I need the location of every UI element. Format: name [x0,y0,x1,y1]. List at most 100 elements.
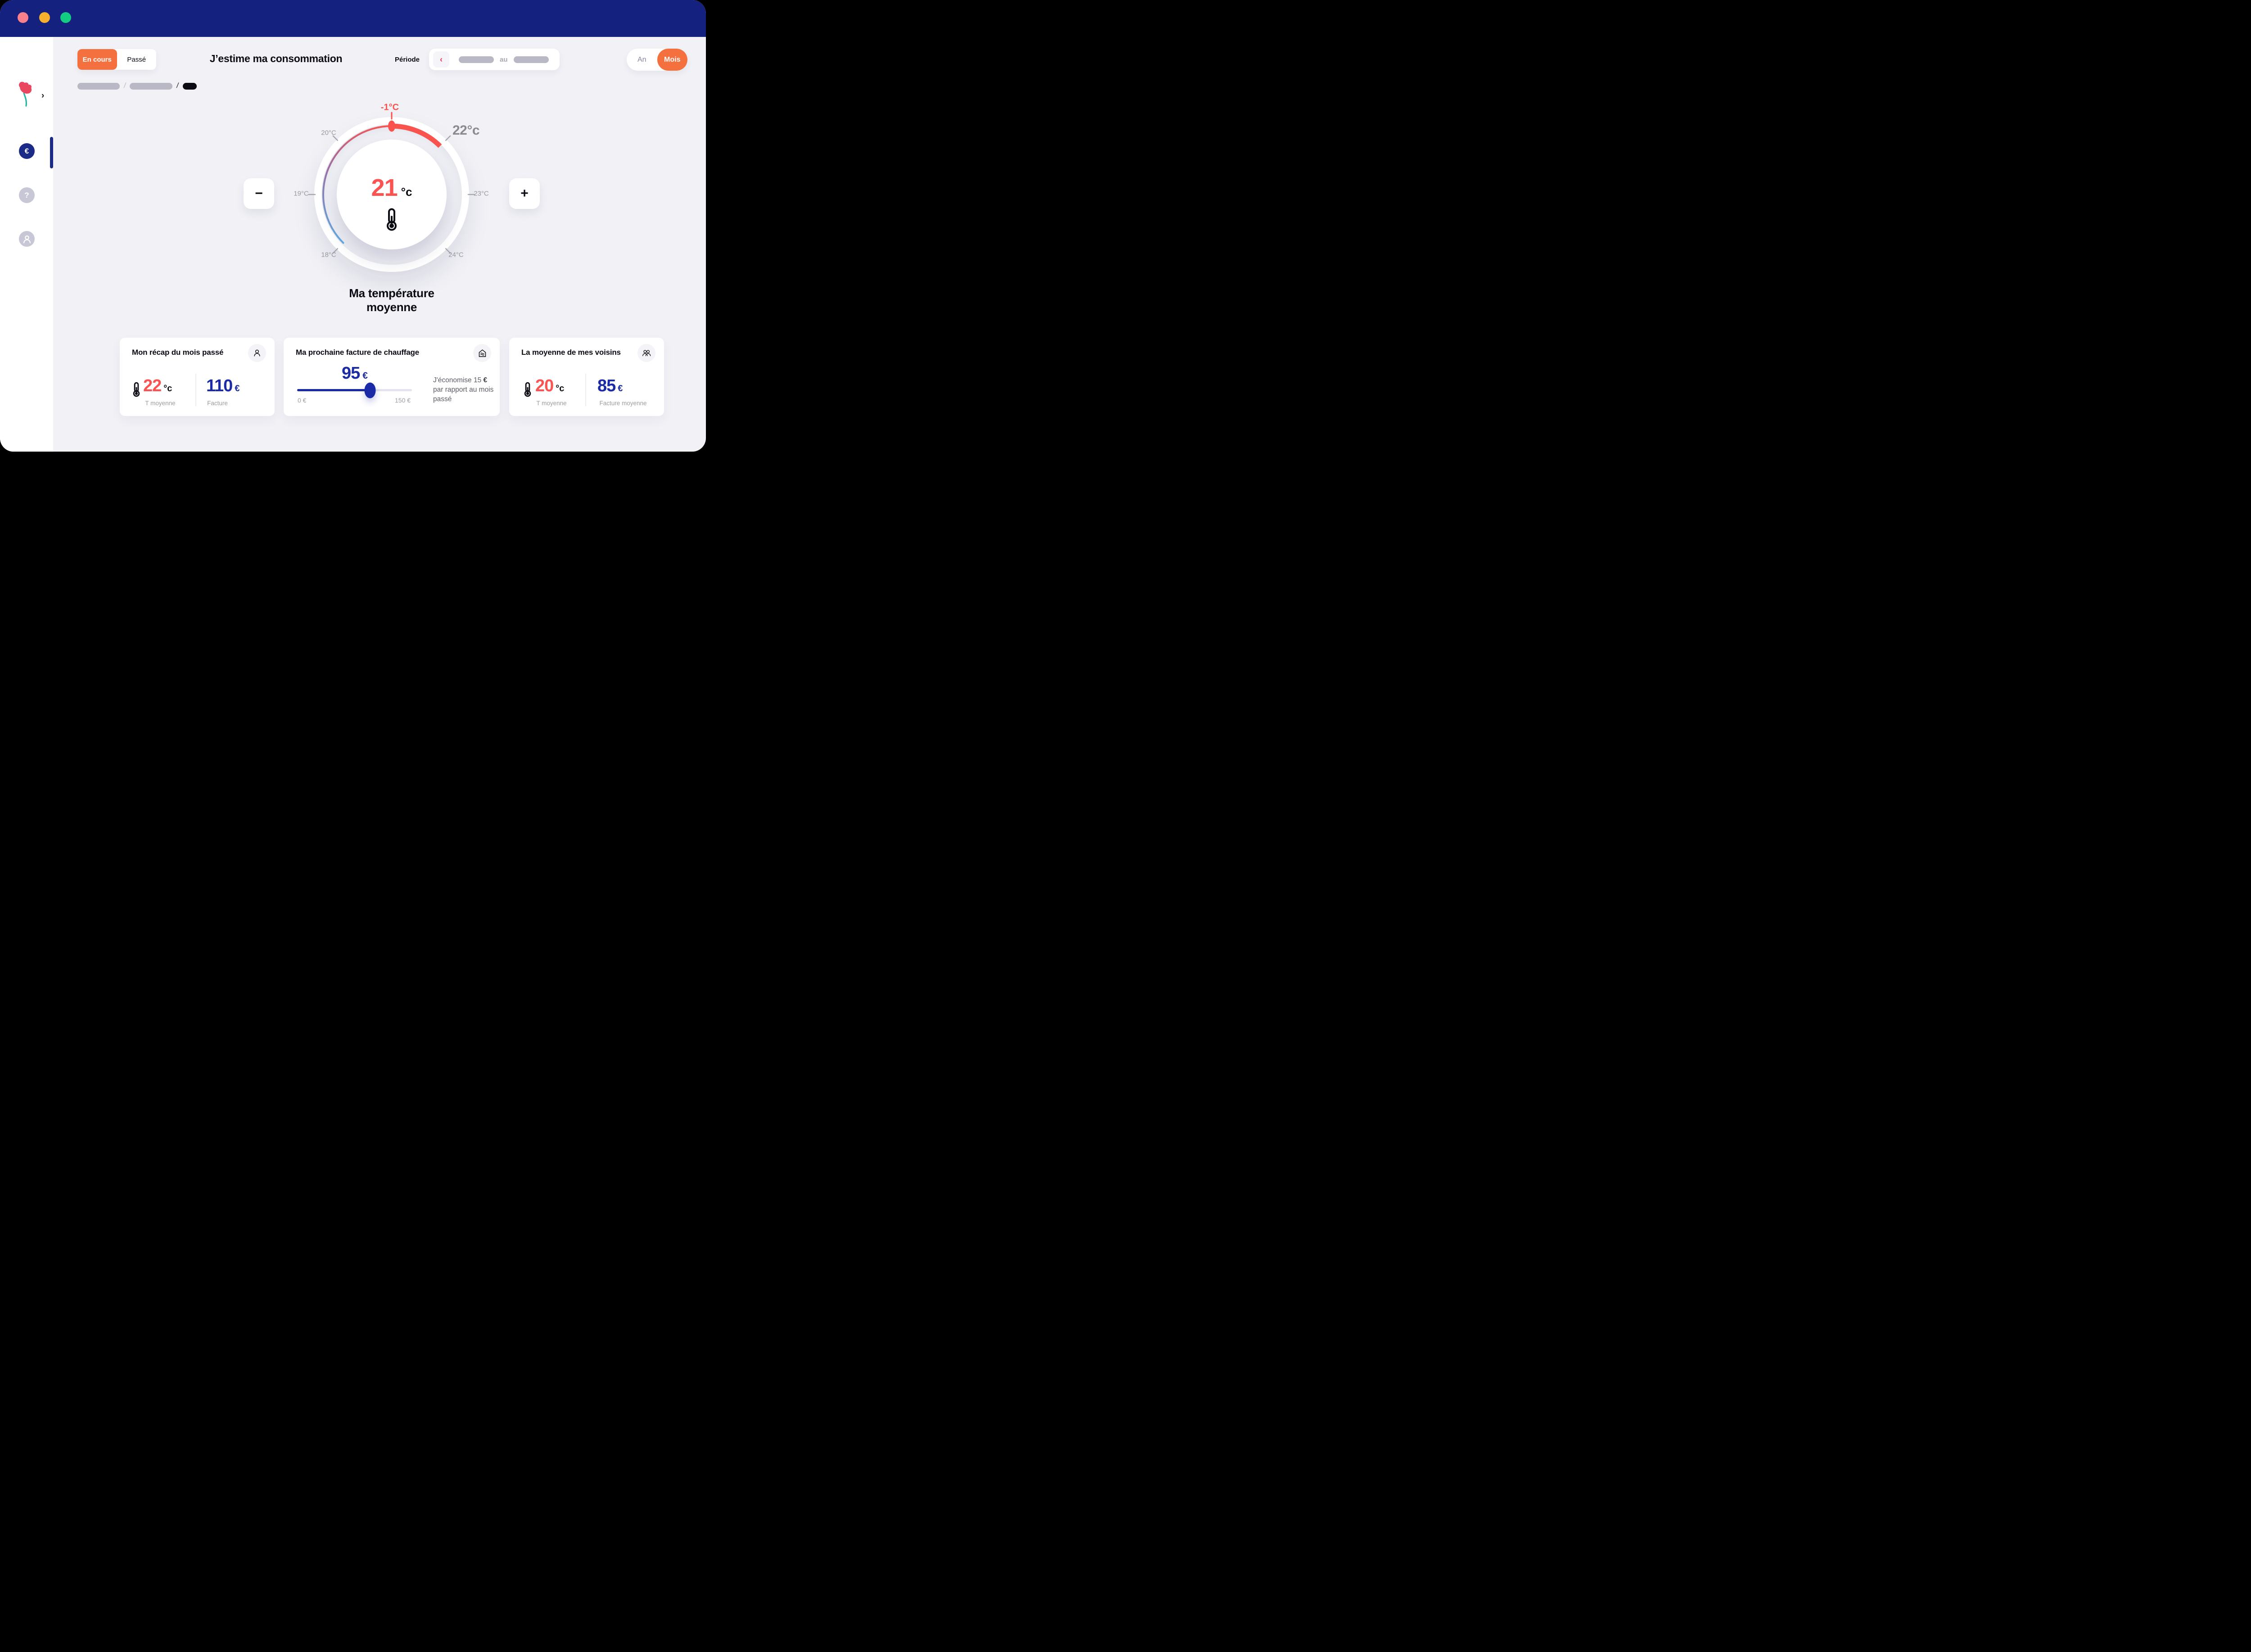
euro-icon: € [362,371,368,381]
neighbors-card: La moyenne de mes voisins 20 °c T moyenn… [509,338,664,416]
thermometer-icon [524,380,532,401]
tab-passe[interactable]: Passé [127,55,146,63]
chevron-left-icon: ‹ [440,54,443,64]
next-bill-amount: 95 € [342,364,368,383]
slider-min-label: 0 € [298,397,307,404]
toggle-month[interactable]: Mois [657,49,687,71]
dial-knob[interactable] [388,120,395,132]
dial-tick-24: 24°C [448,251,464,259]
year-month-toggle: An Mois [627,49,687,71]
close-window-button[interactable] [18,12,28,23]
dial-arcs [308,112,475,254]
thermostat-dial: 20°C 19°C 18°C 23°C 24°C 22°c -1°C 21 °c [284,86,500,303]
savings-note: J'économise 15 € par rapport au mois pas… [433,376,498,404]
temp-unit: °c [163,384,172,394]
bill-slider-fill [297,389,370,391]
recap-temp-label: T moyenne [145,400,176,407]
neighbors-bill-label: Facture moyenne [599,400,647,407]
tab-en-cours[interactable]: En cours [77,49,117,70]
dial-temp-unit: °c [401,185,412,199]
period-separator: au [500,55,508,63]
users-icon [642,350,651,356]
brand-flower-logo [15,80,37,109]
increase-temperature-button[interactable]: + [509,178,540,209]
sidebar-item-help[interactable]: ? [19,187,35,203]
card-divider [585,374,586,406]
app-window: › € ? En cours Passé J’estime ma consomm… [0,0,706,452]
savings-note-rest: par rapport au mois passé [433,386,494,403]
dial-inner-disc [337,140,447,249]
recap-card-badge [248,344,266,362]
neighbors-temp-label: T moyenne [536,400,567,407]
neighbors-temp-value: 20 °c [535,376,564,396]
house-heating-icon [479,349,486,357]
outdoor-temp-badge: -1°C [380,102,399,113]
page-title: J’estime ma consommation [209,53,343,64]
euro-icon: € [235,384,240,394]
user-icon [254,349,260,357]
dial-temp-number: 21 [371,174,398,201]
maximize-window-button[interactable] [60,12,71,23]
thermometer-icon [385,208,398,234]
neighbors-card-title: La moyenne de mes voisins [521,348,621,357]
question-mark-icon: ? [24,190,29,199]
euro-icon: € [618,384,623,394]
sidebar-active-indicator [50,137,53,168]
recap-bill-value: 110 € [206,376,240,396]
next-bill-card-badge [473,344,491,362]
dial-tick-19: 19°C [294,190,309,198]
sidebar-item-profile[interactable] [19,231,35,247]
period-picker: ‹ au [429,49,560,70]
recap-temp-value: 22 °c [143,376,172,396]
temp-number: 22 [143,376,162,395]
euro-icon: € [483,376,488,384]
user-icon [23,235,31,243]
dial-tick-marks [308,135,475,254]
amount-number: 110 [206,376,233,395]
sidebar-expand-chevron-icon[interactable]: › [41,91,45,100]
bill-slider-thumb[interactable] [364,382,375,398]
decrease-temperature-button[interactable]: − [244,178,274,209]
period-previous-button[interactable]: ‹ [433,51,449,68]
savings-note-text: J'économise 15 [433,376,484,384]
breadcrumb-current-placeholder [182,82,197,90]
time-tabs: En cours Passé [77,49,156,70]
dial-tick-20: 20°C [321,129,336,137]
temp-unit: °c [556,384,565,394]
neighbors-card-badge [637,344,655,362]
amount-number: 95 [342,364,360,383]
thermometer-icon [132,380,140,401]
recap-bill-label: Facture [207,400,228,407]
window-titlebar [0,0,706,37]
dial-selected-temp-label: 22°c [452,123,480,138]
minimize-window-button[interactable] [39,12,50,23]
bill-slider-track[interactable] [297,382,412,398]
breadcrumb-separator: / [176,82,180,90]
euro-icon: € [24,146,29,155]
amount-number: 85 [597,376,616,395]
breadcrumb-item-placeholder[interactable] [77,82,120,90]
breadcrumb: / / [77,82,197,90]
sidebar: › € ? [0,37,53,452]
dial-caption: Ma température moyenne [349,286,434,314]
toggle-year[interactable]: An [637,55,646,63]
breadcrumb-item-placeholder[interactable] [130,82,173,90]
slider-max-label: 150 € [395,397,411,404]
next-bill-card: Ma prochaine facture de chauffage 95 € 0… [284,338,500,416]
period-label: Période [395,56,420,63]
card-divider [195,374,196,406]
period-end-placeholder[interactable] [513,56,549,63]
neighbors-bill-value: 85 € [597,376,623,396]
dial-cold-arc [322,125,393,244]
period-start-placeholder[interactable] [459,56,494,63]
recap-card-title: Mon récap du mois passé [132,348,224,357]
dial-hot-arc [391,123,442,148]
temp-number: 20 [535,376,554,395]
dial-current-value: 21 °c [371,174,412,202]
recap-card: Mon récap du mois passé 22 °c T moyenne … [120,338,275,416]
next-bill-card-title: Ma prochaine facture de chauffage [296,348,419,357]
breadcrumb-separator: / [123,82,127,90]
dial-tick-23: 23°C [474,190,489,198]
dial-tick-18: 18°C [321,251,336,259]
sidebar-item-consumption[interactable]: € [19,143,35,159]
